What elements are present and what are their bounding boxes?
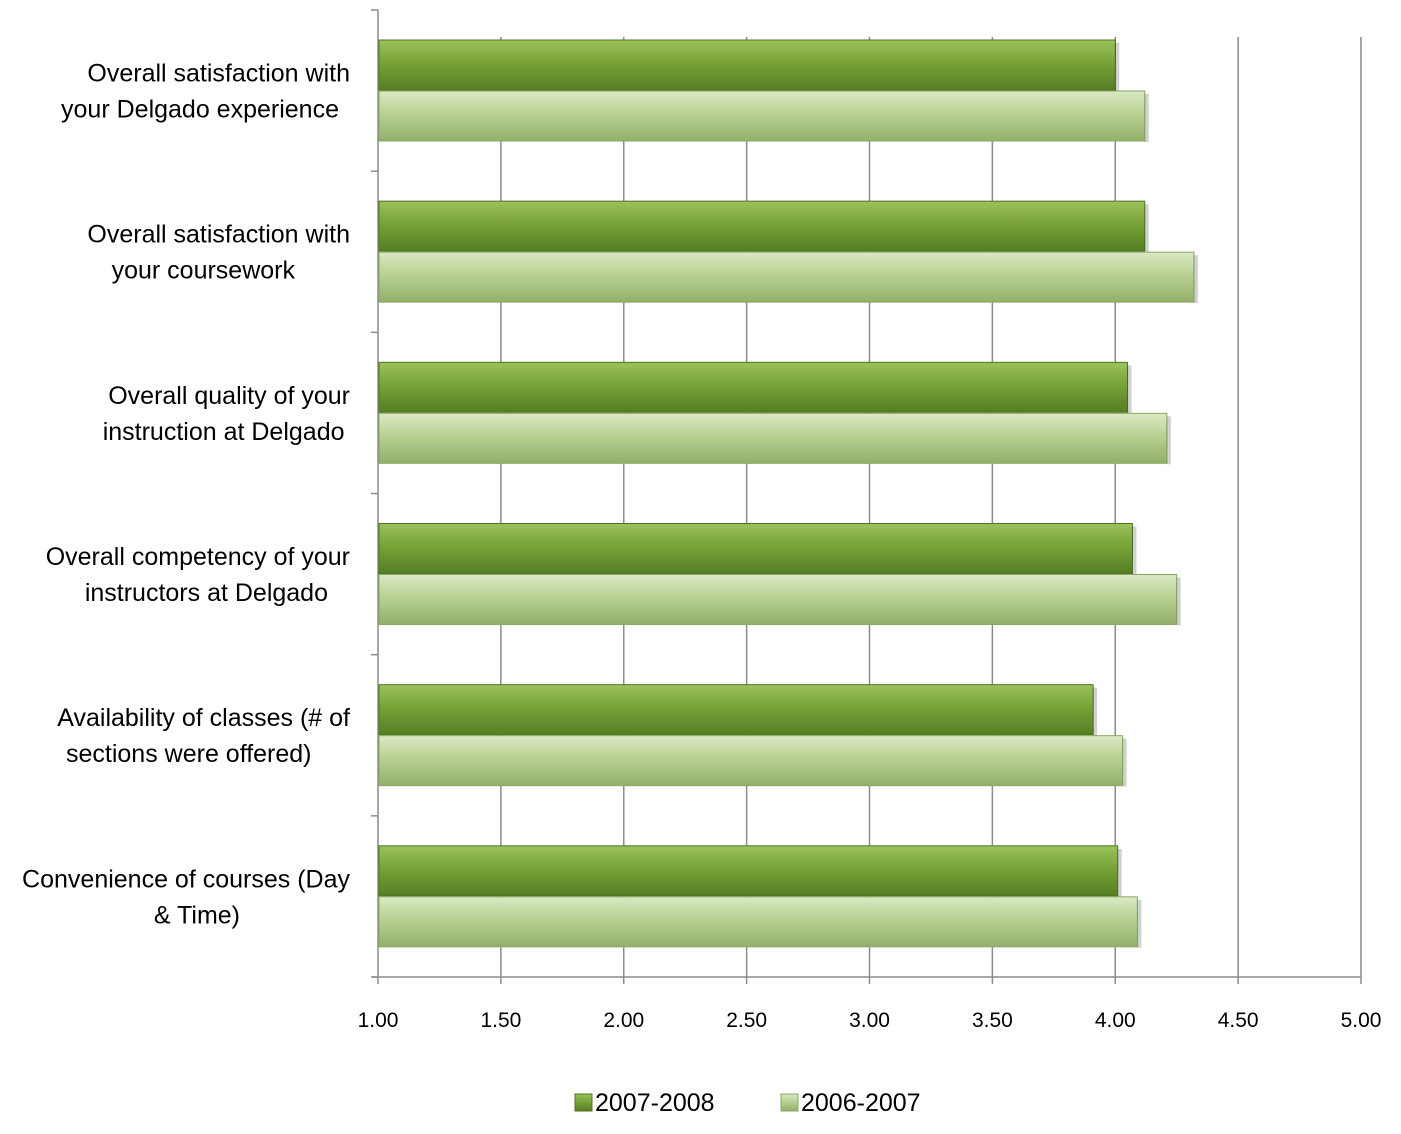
bar-shadow-2007-2008-2 — [1127, 365, 1132, 414]
category-label-line-1: Overall satisfaction with — [87, 221, 350, 249]
bar-shadow-2006-2007-5 — [1137, 899, 1142, 948]
category-label-line-1: Convenience of courses (Day — [22, 865, 350, 893]
bar-2007-2008-4 — [378, 684, 1094, 736]
bar-2007-2008-3 — [378, 523, 1133, 574]
bar-2006-2007-5 — [378, 896, 1138, 948]
category-label-line-1: Availability of classes (# of — [57, 704, 350, 732]
category-label-5: Convenience of courses (Day & Time) — [22, 865, 350, 929]
bar-shadow-2007-2008-5 — [1117, 848, 1122, 897]
x-tick-label-4: 3.00 — [849, 1009, 890, 1032]
x-tick-label-6: 4.00 — [1095, 1009, 1136, 1032]
x-tick-label-2: 2.00 — [603, 1009, 644, 1032]
bar-2006-2007-2 — [378, 412, 1168, 464]
bar-2007-2008-5 — [378, 845, 1119, 897]
x-tick-label-5: 3.50 — [972, 1009, 1013, 1032]
legend: 2007-2008 2006-2007 — [574, 1089, 921, 1117]
category-label-line-2: instruction at Delgado — [103, 418, 345, 446]
bar-shadow-2007-2008-4 — [1093, 687, 1098, 736]
category-label-line-2: your coursework — [112, 257, 296, 285]
category-label-line-2: instructors at Delgado — [85, 579, 328, 607]
bar-shadow-2007-2008-3 — [1132, 526, 1137, 575]
bar-2006-2007-3 — [378, 574, 1178, 625]
category-label-4: Availability of classes (# of sections we… — [57, 704, 350, 768]
bar-2006-2007-4 — [378, 735, 1124, 787]
bar-shadow-2007-2008-0 — [1115, 43, 1120, 91]
bar-shadow-2006-2007-1 — [1193, 255, 1198, 304]
bar-2007-2008-0 — [378, 39, 1116, 91]
category-label-line-1: Overall satisfaction with — [87, 60, 350, 88]
category-label-line-2: sections were offered) — [66, 740, 312, 768]
bar-shadow-2007-2008-1 — [1144, 204, 1149, 253]
bar-shadow-2006-2007-0 — [1144, 94, 1149, 142]
legend-swatch-2006-2007 — [780, 1093, 799, 1112]
x-tick-labels: 1.00 1.50 2.00 2.50 3.00 3.50 4.00 4.50 5.00 — [358, 1009, 1382, 1032]
bar-2007-2008-2 — [378, 361, 1129, 413]
bars — [378, 39, 1198, 948]
category-label-0: Overall satisfaction with your Delgado ex… — [61, 60, 350, 124]
category-label-2: Overall quality of your instruction at De… — [103, 382, 350, 446]
category-label-line-2: your Delgado experience — [61, 96, 339, 124]
bar-shadow-2006-2007-2 — [1166, 416, 1171, 465]
category-label-line-1: Overall competency of your — [46, 543, 350, 571]
x-tick-label-0: 1.00 — [358, 1009, 399, 1032]
x-tick-label-7: 4.50 — [1218, 1009, 1259, 1032]
legend-label-2007-2008: 2007-2008 — [595, 1089, 715, 1117]
gridlines — [500, 37, 1362, 977]
category-label-1: Overall satisfaction with your coursework — [87, 221, 350, 285]
x-tick-label-3: 2.50 — [726, 1009, 767, 1032]
x-tick-label-1: 1.50 — [480, 1009, 521, 1032]
bar-shadow-2006-2007-3 — [1176, 577, 1181, 626]
category-label-line-1: Overall quality of your — [108, 382, 350, 410]
legend-swatch-2007-2008 — [574, 1093, 593, 1112]
axes — [371, 9, 1362, 984]
category-labels: Overall satisfaction with your Delgado ex… — [22, 60, 350, 930]
x-tick-label-8: 5.00 — [1341, 1009, 1382, 1032]
legend-label-2006-2007: 2006-2007 — [801, 1089, 921, 1117]
bar-2006-2007-1 — [378, 251, 1195, 303]
bar-2007-2008-1 — [378, 200, 1146, 252]
bar-2006-2007-0 — [378, 90, 1146, 142]
category-label-3: Overall competency of your instructors at… — [46, 543, 350, 607]
bar-shadow-2006-2007-4 — [1122, 738, 1127, 787]
category-label-line-2: & Time) — [154, 901, 240, 929]
